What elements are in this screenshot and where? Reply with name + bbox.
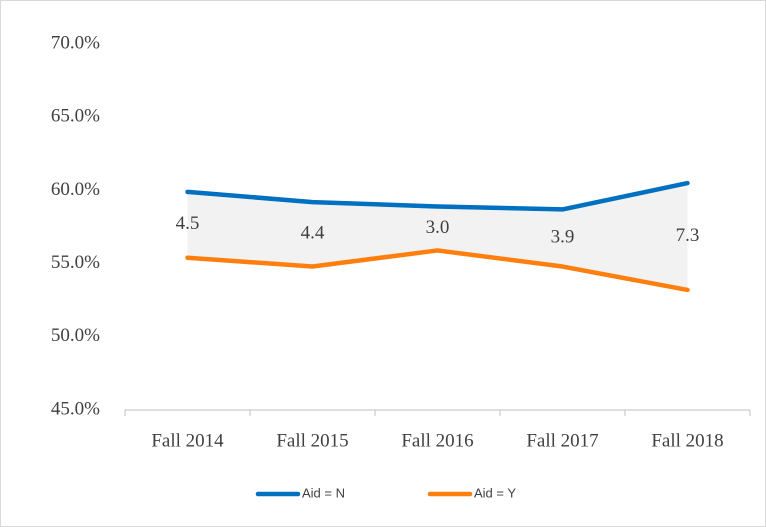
y-tick-label: 45.0% <box>51 398 100 419</box>
y-tick-label: 60.0% <box>51 179 100 200</box>
x-tick-label: Fall 2017 <box>526 430 598 451</box>
series-line <box>185 248 690 293</box>
series-line <box>185 180 690 212</box>
x-tick-label: Fall 2016 <box>401 430 473 451</box>
gap-label: 3.0 <box>426 217 450 238</box>
gap-label: 4.5 <box>176 213 200 234</box>
legend-label: Aid = N <box>302 485 345 500</box>
gap-label: 4.4 <box>301 223 325 244</box>
x-tick-label: Fall 2018 <box>651 430 723 451</box>
y-tick-label: 50.0% <box>51 325 100 346</box>
y-tick-label: 55.0% <box>51 252 100 273</box>
x-tick-label: Fall 2015 <box>276 430 348 451</box>
gap-label: 3.9 <box>551 226 575 247</box>
y-tick-label: 65.0% <box>51 106 100 127</box>
legend-label: Aid = Y <box>474 485 516 500</box>
y-tick-label: 70.0% <box>51 32 100 53</box>
gap-label: 7.3 <box>676 225 700 246</box>
x-tick-label: Fall 2014 <box>151 430 224 451</box>
